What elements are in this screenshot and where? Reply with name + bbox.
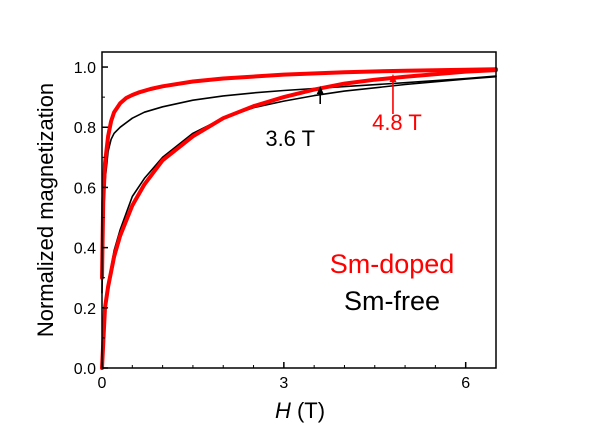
y-tick-label: 0.2 <box>74 301 96 318</box>
y-axis-title: Normalized magnetization <box>33 83 58 337</box>
sm-free-curve-branch-2 <box>101 75 497 369</box>
ticks: 0 3 6 0.0 0.2 0.4 0.6 0.8 1.0 <box>74 60 470 392</box>
sm-doped-curve-branch-2 <box>100 68 498 370</box>
annotation-label: 4.8 T <box>372 110 422 135</box>
annotation-arrow-head <box>389 74 397 82</box>
y-tick-label: 0.0 <box>74 361 96 378</box>
y-tick-label: 0.8 <box>74 120 96 137</box>
annotation-label: 3.6 T <box>265 126 315 151</box>
y-tick-label: 0.6 <box>74 180 96 197</box>
x-tick-label: 0 <box>98 375 107 392</box>
legend: Sm-doped Sm-free <box>330 249 455 316</box>
x-axis-title: H (T) <box>275 398 325 423</box>
y-tick-label: 0.4 <box>74 241 96 258</box>
sm-doped-curve-branch-1 <box>100 67 498 280</box>
x-tick-label: 6 <box>461 375 470 392</box>
x-axis-title-italic: H <box>275 398 291 423</box>
x-tick-label: 3 <box>279 375 288 392</box>
legend-entry: Sm-doped <box>330 249 455 279</box>
plot-frame <box>101 51 497 369</box>
annotation-arrow-head <box>316 86 324 94</box>
annotations: 3.6 T 4.8 T <box>265 74 422 151</box>
x-axis-title-rest: (T) <box>291 398 325 423</box>
y-tick-label: 1.0 <box>74 60 96 77</box>
curves <box>100 67 498 370</box>
legend-entry: Sm-free <box>344 286 440 316</box>
